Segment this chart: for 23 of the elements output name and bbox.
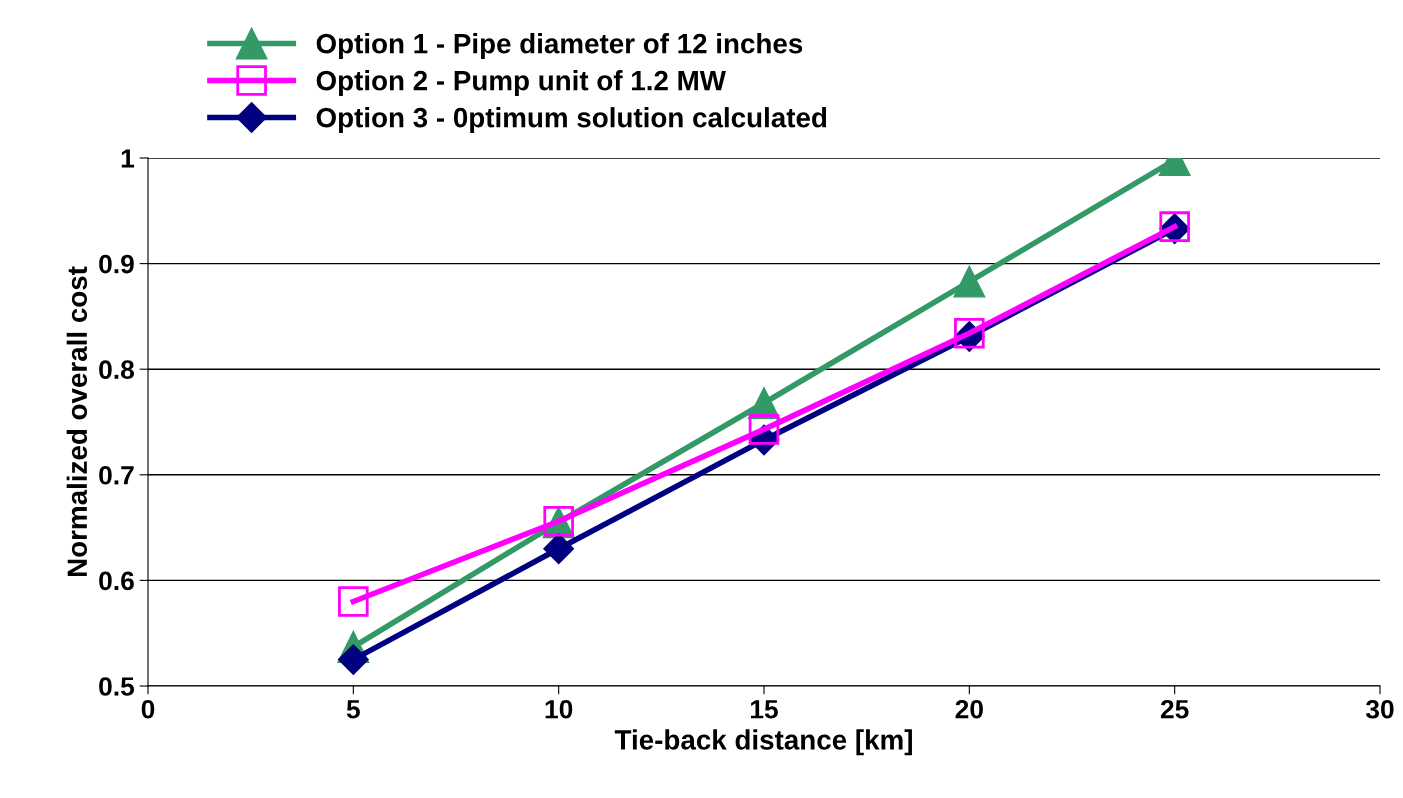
x-tick-label: 15: [750, 700, 778, 719]
legend-label: Option 3 - 0ptimum solution calculated: [316, 107, 827, 133]
x-tick-label: 10: [545, 699, 573, 719]
y-tick-label: 0.8: [99, 360, 134, 380]
point: [337, 644, 369, 676]
y-tick-label: 0.9: [99, 254, 134, 274]
y-tick-label: 0.7: [99, 465, 134, 485]
point: [748, 414, 780, 445]
x-tick-label: 25: [1160, 699, 1189, 719]
x-tick-label: 20: [955, 699, 983, 719]
legend-label: Option 1 - Pipe diameter of 12 inches: [316, 33, 803, 59]
x-tick-label: 5: [346, 700, 360, 719]
point: [338, 586, 369, 617]
y-tick-label: 0.6: [99, 571, 134, 591]
point: [953, 265, 986, 298]
legend-label: Option 2 - Pump unit of 1.2 MW: [316, 70, 726, 96]
x-tick-label: 0: [141, 699, 155, 719]
y-axis-title: Normalized overall cost: [66, 266, 88, 577]
x-axis-title: Tie-back distance [km]: [614, 729, 912, 756]
y-tick-label: 0.5: [99, 677, 135, 696]
x-tick-label: 30: [1365, 699, 1394, 719]
point: [543, 533, 575, 565]
y-tick-label: 1: [121, 149, 135, 168]
